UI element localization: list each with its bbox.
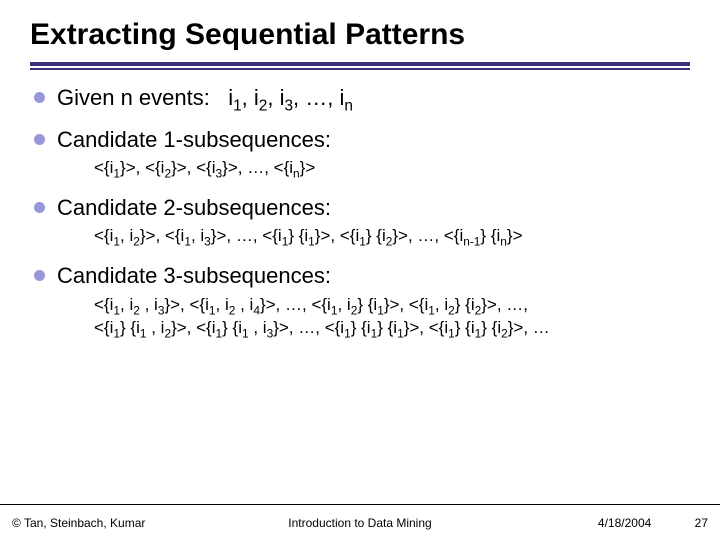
- bullet-icon: [34, 270, 45, 281]
- bullet-3: Candidate 2-subsequences:: [34, 194, 690, 222]
- footer-center: Introduction to Data Mining: [244, 516, 476, 530]
- formula-3: <{i1, i2 , i3}>, <{i1, i2 , i4}>, …, <{i…: [94, 294, 690, 340]
- bullet-icon: [34, 134, 45, 145]
- bullet-text: Candidate 1-subsequences:: [57, 126, 331, 154]
- formula-2: <{i1, i2}>, <{i1, i3}>, …, <{i1} {i1}>, …: [94, 225, 690, 248]
- slide-body: Given n events: i1, i2, i3, …, in Candid…: [30, 84, 690, 340]
- bullet-2: Candidate 1-subsequences:: [34, 126, 690, 154]
- slide: Extracting Sequential Patterns Given n e…: [0, 0, 720, 540]
- footer: © Tan, Steinbach, Kumar Introduction to …: [0, 504, 720, 540]
- bullet-icon: [34, 202, 45, 213]
- footer-right: 4/18/2004 27: [476, 516, 708, 530]
- bullet-text: Candidate 3-subsequences:: [57, 262, 331, 290]
- bullet-text: Candidate 2-subsequences:: [57, 194, 331, 222]
- footer-page: 27: [695, 516, 708, 530]
- bullet-icon: [34, 92, 45, 103]
- bullet-1: Given n events: i1, i2, i3, …, in: [34, 84, 690, 112]
- bullet-4: Candidate 3-subsequences:: [34, 262, 690, 290]
- bullet-text: Given n events: i1, i2, i3, …, in: [57, 84, 353, 112]
- slide-title: Extracting Sequential Patterns: [30, 18, 690, 52]
- title-rule: [30, 62, 690, 70]
- formula-1: <{i1}>, <{i2}>, <{i3}>, …, <{in}>: [94, 157, 690, 180]
- footer-date: 4/18/2004: [598, 516, 651, 530]
- footer-left: © Tan, Steinbach, Kumar: [12, 516, 244, 530]
